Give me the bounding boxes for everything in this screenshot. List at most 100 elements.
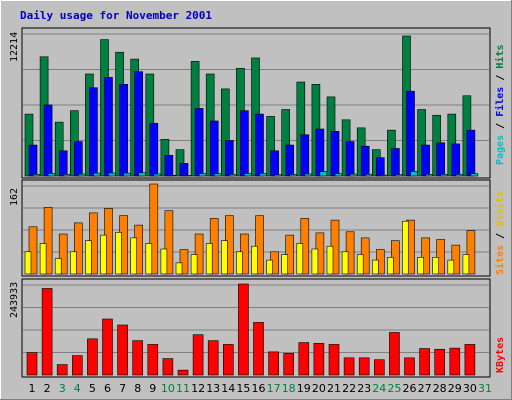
x-tick-label: 20: [312, 382, 326, 395]
kbytes-bar: [389, 332, 400, 376]
legend-visits: Sites / Visits: [494, 191, 506, 275]
legend-hits-label: Hits: [494, 45, 506, 69]
kbytes-bar: [434, 348, 446, 376]
x-tick-label: 22: [342, 382, 356, 395]
kbytes-bar: [26, 352, 38, 376]
pages-bar: [274, 174, 282, 177]
x-tick-label: 25: [387, 382, 401, 395]
x-tick-label: 17: [267, 382, 281, 395]
visits-bar: [43, 207, 53, 275]
x-tick-label: 9: [149, 382, 156, 395]
files-bar: [451, 143, 461, 177]
x-tick-label: 3: [59, 382, 66, 395]
kbytes-bar: [41, 288, 53, 376]
files-bar: [391, 148, 400, 177]
sites-bar: [175, 262, 183, 275]
sites-bar: [85, 240, 92, 275]
sites-bar: [24, 251, 32, 275]
x-tick-label: 14: [221, 382, 235, 395]
files-bar: [436, 142, 446, 177]
x-tick-label: 24: [372, 382, 386, 395]
pages-bar: [425, 174, 433, 177]
legend-separator-1: /: [495, 123, 506, 129]
kbytes-bar: [328, 344, 340, 376]
kbytes-bar: [132, 340, 143, 376]
kbytes-bar: [87, 338, 98, 376]
x-tick-label: 23: [357, 382, 371, 395]
visits-bar: [179, 249, 189, 275]
sites-bar: [145, 243, 153, 275]
files-bar: [209, 120, 219, 177]
legend-visits-label: Visits: [494, 191, 506, 227]
kbytes-bar: [253, 322, 264, 376]
pages-bar: [168, 175, 177, 177]
pages-bar: [470, 173, 479, 177]
pages-bar: [289, 174, 298, 177]
sites-bar: [371, 259, 379, 275]
sites-bar: [326, 245, 334, 275]
sites-bar: [417, 257, 424, 275]
pages-bar: [138, 172, 146, 177]
sites-bar: [236, 251, 243, 275]
x-tick-label: 15: [236, 382, 250, 395]
pages-bar: [62, 174, 71, 177]
x-tick-label: 29: [448, 382, 462, 395]
visits-bar: [436, 239, 446, 275]
pages-bar: [395, 174, 403, 177]
sites-bar: [387, 257, 394, 275]
files-bar: [466, 129, 476, 177]
visits-sites-bars: [24, 183, 476, 275]
kbytes-bar: [343, 357, 355, 376]
x-tick-label: 2: [44, 382, 51, 395]
visits-bar: [74, 222, 83, 275]
x-tick-label: 27: [418, 382, 432, 395]
sites-bar: [432, 257, 440, 275]
files-bar: [406, 90, 415, 177]
pages-bar: [410, 171, 418, 177]
visits-bar: [58, 233, 68, 275]
pages-bar: [229, 173, 237, 177]
sites-bar: [311, 248, 319, 275]
kbytes-bars: [26, 283, 476, 376]
pages-bar: [364, 173, 373, 177]
files-bar: [134, 71, 143, 177]
chart-title: Daily usage for November 2001: [20, 9, 212, 22]
kbytes-bar: [102, 318, 113, 376]
files-bar: [58, 150, 68, 177]
sites-bar: [160, 248, 168, 275]
files-bar: [345, 141, 355, 177]
files-bar: [421, 144, 430, 177]
legend-pages-label: Pages: [495, 135, 506, 165]
x-tick-label: 6: [104, 382, 111, 395]
x-tick-label: 21: [327, 382, 341, 395]
pages-bar: [47, 173, 56, 177]
sites-bar: [462, 254, 470, 275]
visits-bar: [164, 210, 174, 275]
sites-bar: [221, 240, 228, 275]
kbytes-bar: [449, 347, 461, 376]
files-bar: [149, 122, 159, 177]
legend-separator-3: /: [495, 233, 506, 239]
sites-bar: [39, 243, 47, 275]
x-tick-label: 18: [282, 382, 296, 395]
sites-bar: [251, 245, 258, 275]
legend-kbytes-label: KBytes: [495, 337, 506, 373]
x-tick-label: 16: [252, 382, 266, 395]
files-bar: [225, 140, 234, 177]
kbytes-bar: [358, 357, 370, 376]
kbytes-bar: [192, 334, 204, 376]
visits-bar: [255, 215, 264, 275]
x-tick-label: 7: [119, 382, 126, 395]
files-bar: [360, 145, 370, 177]
pages-bar: [32, 173, 41, 177]
sites-bar: [130, 237, 137, 275]
files-bar: [43, 104, 53, 177]
pages-bar: [78, 173, 86, 177]
x-tick-label: 5: [89, 382, 96, 395]
pages-bar: [455, 174, 464, 177]
sites-bar: [115, 232, 122, 275]
x-tick-label: 30: [463, 382, 477, 395]
kbytes-bar: [147, 344, 159, 376]
x-tick-label: 4: [74, 382, 81, 395]
sites-bar: [100, 234, 107, 275]
